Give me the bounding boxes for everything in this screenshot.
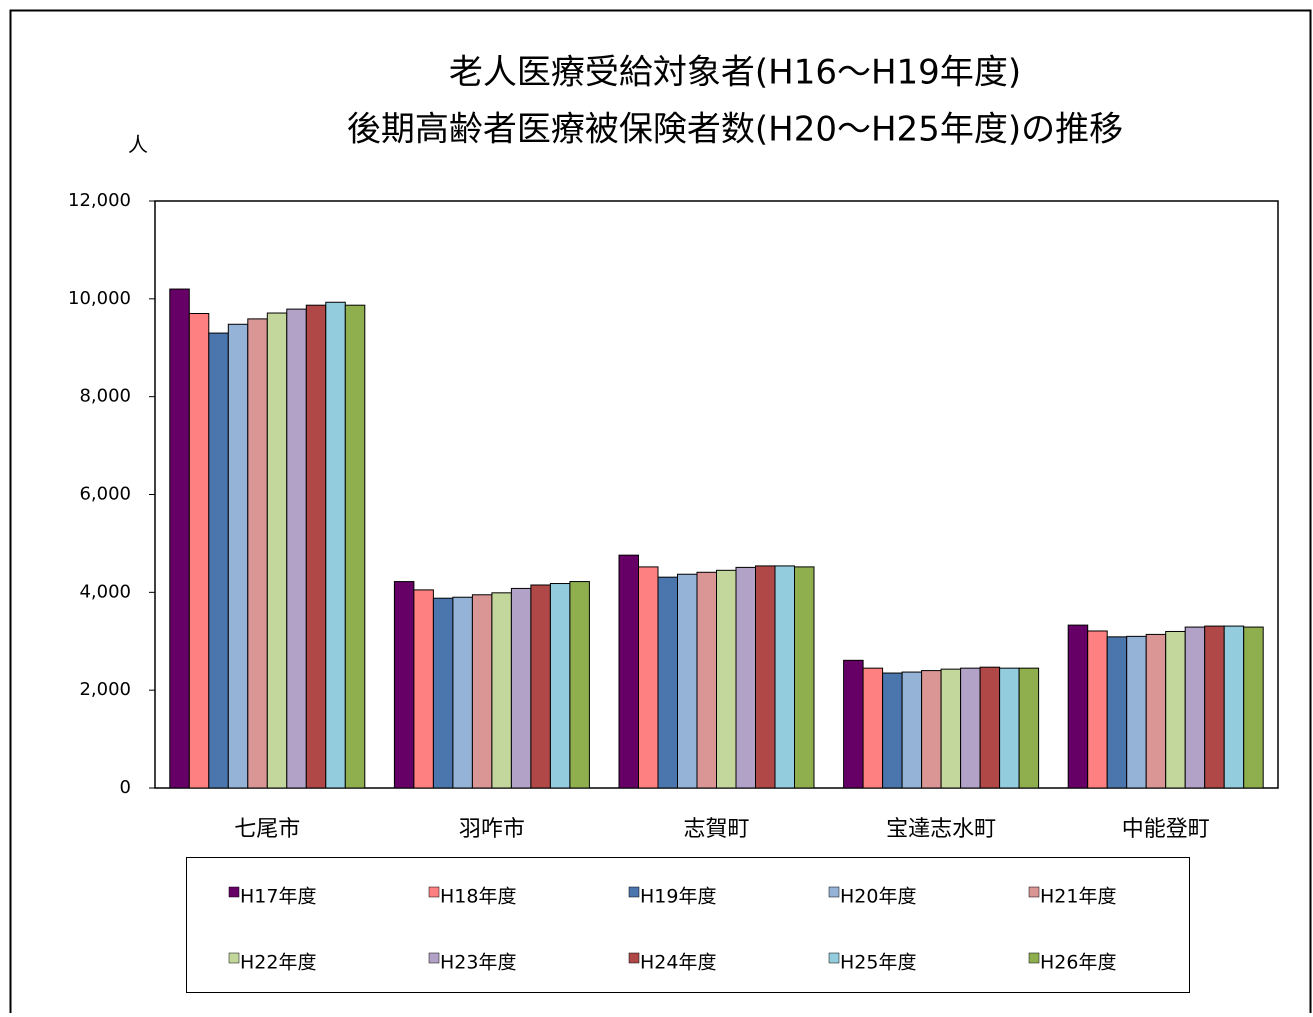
bar xyxy=(569,581,590,789)
bar xyxy=(227,323,249,789)
y-tick-label: 12,000 xyxy=(68,190,131,211)
bar xyxy=(432,597,454,789)
y-tick-label: 10,000 xyxy=(68,288,131,309)
bar xyxy=(208,332,229,789)
legend-marker xyxy=(828,952,840,964)
bar xyxy=(1243,626,1264,789)
bar xyxy=(862,667,884,789)
y-axis-label: 人 xyxy=(128,133,148,157)
legend-marker xyxy=(228,886,240,898)
bar xyxy=(618,554,639,789)
legend-label: H23年度 xyxy=(440,952,516,974)
bar xyxy=(716,569,737,789)
bar xyxy=(530,584,551,789)
bar xyxy=(960,667,981,789)
x-tick-label: 羽咋市 xyxy=(459,817,525,842)
bar xyxy=(247,318,268,789)
bar xyxy=(774,565,795,789)
legend-marker xyxy=(428,952,440,964)
bar xyxy=(657,576,678,789)
legend-marker xyxy=(828,886,840,898)
bar xyxy=(638,566,659,789)
legend-label: H21年度 xyxy=(1040,886,1116,908)
bar xyxy=(305,304,327,789)
bar xyxy=(491,592,512,789)
legend-label: H24年度 xyxy=(640,952,716,974)
legend xyxy=(186,857,1190,993)
y-tick-label: 8,000 xyxy=(79,386,131,407)
y-tick-label: 6,000 xyxy=(79,484,131,505)
bar xyxy=(169,288,190,789)
bar xyxy=(794,566,815,789)
bar xyxy=(755,565,776,789)
bar xyxy=(286,308,307,789)
bar xyxy=(510,587,532,789)
bar xyxy=(843,659,864,789)
bar xyxy=(344,304,366,789)
bar xyxy=(696,571,717,789)
chart-title: 老人医療受給対象者(H16～H19年度) xyxy=(449,53,1021,93)
bar xyxy=(979,666,1001,789)
legend-label: H20年度 xyxy=(840,886,916,908)
legend-label: H22年度 xyxy=(240,952,316,974)
legend-marker xyxy=(1028,952,1040,964)
bar xyxy=(1018,667,1040,789)
bar xyxy=(413,589,434,789)
bar xyxy=(999,667,1020,789)
bar xyxy=(1184,626,1206,789)
legend-marker xyxy=(628,952,640,964)
y-tick-label: 2,000 xyxy=(79,679,131,700)
legend-marker xyxy=(228,952,240,964)
x-tick-label: 宝達志水町 xyxy=(886,817,996,842)
bar xyxy=(882,672,903,789)
bar xyxy=(452,596,473,789)
bar xyxy=(1067,624,1089,789)
x-tick-label: 志賀町 xyxy=(683,817,749,842)
bar xyxy=(940,668,962,789)
bar xyxy=(921,670,942,789)
bar xyxy=(1126,635,1147,789)
bar xyxy=(735,566,756,789)
bar xyxy=(393,581,415,789)
legend-label: H17年度 xyxy=(240,886,316,908)
bar xyxy=(188,313,210,789)
bar xyxy=(549,583,571,789)
bar xyxy=(901,671,923,789)
legend-marker xyxy=(628,886,640,898)
legend-marker xyxy=(428,886,440,898)
bar xyxy=(677,573,698,789)
bar xyxy=(266,312,288,789)
bar xyxy=(1106,636,1128,789)
x-tick-label: 七尾市 xyxy=(234,817,300,842)
chart-title: 後期高齢者医療被保険者数(H20～H25年度)の推移 xyxy=(347,110,1123,150)
bar xyxy=(325,301,346,789)
legend-label: H18年度 xyxy=(440,886,516,908)
legend-marker xyxy=(1028,886,1040,898)
x-tick-label: 中能登町 xyxy=(1122,817,1210,842)
bar xyxy=(1165,630,1186,789)
y-tick-label: 0 xyxy=(120,777,131,798)
y-tick-label: 4,000 xyxy=(79,581,131,602)
bar xyxy=(1204,625,1225,789)
bar xyxy=(1087,630,1108,789)
legend-label: H25年度 xyxy=(840,952,916,974)
legend-label: H26年度 xyxy=(1040,952,1116,974)
bar xyxy=(471,594,493,789)
bar xyxy=(1145,633,1167,789)
legend-label: H19年度 xyxy=(640,886,716,908)
bar xyxy=(1223,625,1245,789)
